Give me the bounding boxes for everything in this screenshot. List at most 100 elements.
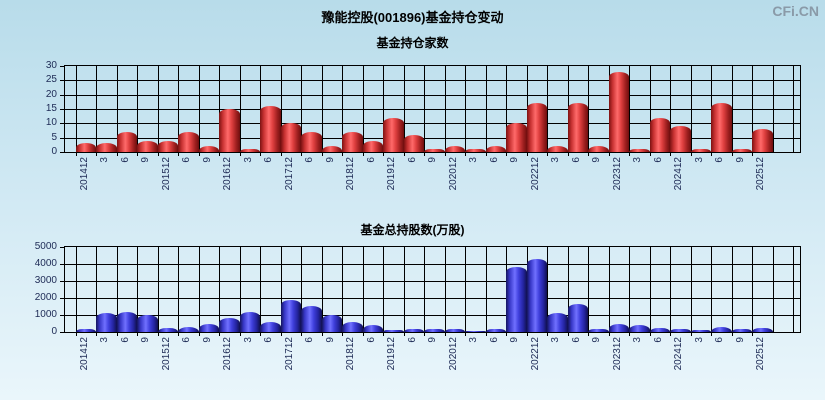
bar (116, 131, 137, 152)
gridline-vertical (403, 66, 405, 152)
x-axis-tick (219, 152, 220, 156)
gridline-vertical (772, 247, 774, 332)
x-axis-tick-label: 6 (714, 337, 726, 343)
x-axis-tick (239, 152, 241, 156)
y-axis-tick (60, 315, 64, 316)
x-axis-tick-label: 202312 (611, 157, 623, 191)
bar (260, 322, 281, 332)
gridline-vertical (362, 247, 364, 332)
gridline-vertical (444, 247, 446, 332)
x-axis-tick-label: 6 (304, 337, 316, 343)
y-axis-tick (60, 281, 64, 282)
x-axis-tick (219, 332, 220, 336)
gridline-vertical (485, 66, 487, 152)
bar (198, 324, 219, 332)
x-axis-tick-label: 9 (734, 157, 746, 163)
gridline-vertical (649, 247, 651, 332)
y-axis-tick (60, 264, 64, 265)
x-axis-tick-label: 3 (632, 337, 644, 343)
bar (649, 117, 670, 152)
x-axis-tick-label: 202212 (529, 337, 541, 371)
gridline-vertical (752, 247, 753, 332)
x-axis-tick-label: 201912 (386, 157, 398, 191)
x-axis-tick-label: 202012 (447, 337, 459, 371)
bar (342, 131, 363, 152)
gridline-vertical (608, 247, 610, 332)
bar (649, 327, 670, 332)
bar (96, 143, 117, 152)
bar (178, 326, 199, 332)
x-axis-tick-label: 201512 (160, 337, 172, 371)
bar (75, 328, 96, 332)
x-axis-tick-label: 6 (570, 157, 582, 163)
bar (444, 146, 465, 152)
x-axis-tick (301, 152, 302, 156)
gridline-vertical (280, 66, 282, 152)
x-axis-tick (157, 152, 159, 156)
bar (137, 315, 158, 332)
x-axis-tick (752, 332, 753, 336)
x-axis-tick-label: 3 (99, 337, 111, 343)
gridline-vertical (444, 66, 446, 152)
x-axis-tick-label: 6 (263, 337, 275, 343)
y-axis-tick (60, 137, 64, 139)
y-axis-tick-label: 4000 (34, 258, 57, 269)
x-axis-tick (280, 152, 282, 156)
x-axis-tick (260, 332, 261, 336)
x-axis-tick (444, 152, 446, 156)
bar (690, 149, 711, 152)
gridline-vertical (752, 66, 753, 152)
bar (506, 267, 527, 332)
x-axis-tick-label: 201612 (222, 337, 234, 371)
bar (239, 312, 260, 332)
gridline-vertical (157, 247, 159, 332)
gridline-vertical (588, 247, 589, 332)
x-axis-tick (588, 152, 589, 156)
bar (280, 123, 301, 152)
x-axis-tick (485, 332, 487, 336)
y-axis-tick-label: 0 (51, 146, 57, 157)
x-axis-tick (75, 332, 77, 336)
x-axis-tick-label: 201612 (222, 157, 234, 191)
x-axis-tick-label: 6 (406, 157, 418, 163)
bar (670, 126, 691, 152)
x-axis-tick-label: 6 (488, 157, 500, 163)
gridline-vertical (403, 247, 405, 332)
x-axis-tick (567, 152, 569, 156)
y-axis-tick-label: 0 (51, 326, 57, 337)
bar (752, 129, 773, 152)
gridline-horizontal (65, 281, 800, 282)
x-axis-tick (526, 332, 528, 336)
bar (424, 329, 445, 332)
gridline-vertical (301, 247, 302, 332)
y-axis-tick-label: 10 (45, 117, 57, 129)
bar (506, 123, 527, 152)
gridline-vertical (793, 66, 794, 152)
bar (157, 140, 178, 152)
bar (424, 149, 445, 152)
y-axis-tick-label: 15 (45, 103, 57, 114)
bar (178, 131, 199, 152)
bar (342, 322, 363, 332)
x-axis-tick-label: 201712 (283, 337, 295, 371)
bar (526, 258, 547, 332)
x-axis-tick (116, 332, 118, 336)
y-axis-tick (60, 298, 64, 299)
x-axis-tick-label: 202412 (673, 157, 685, 191)
gridline-vertical (260, 247, 261, 332)
bar (301, 305, 322, 332)
bar (608, 323, 629, 332)
plot-area (64, 246, 801, 333)
x-axis-tick (424, 332, 425, 336)
bar (485, 146, 506, 152)
bar (280, 299, 301, 332)
gridline-vertical (690, 247, 692, 332)
x-axis-tick (629, 332, 630, 336)
x-axis-tick (362, 332, 364, 336)
x-axis-tick (649, 332, 651, 336)
x-axis-tick-label: 201712 (283, 157, 295, 191)
x-axis-tick (383, 152, 384, 156)
gridline-vertical (178, 247, 179, 332)
bar (588, 329, 609, 332)
bar (301, 131, 322, 152)
